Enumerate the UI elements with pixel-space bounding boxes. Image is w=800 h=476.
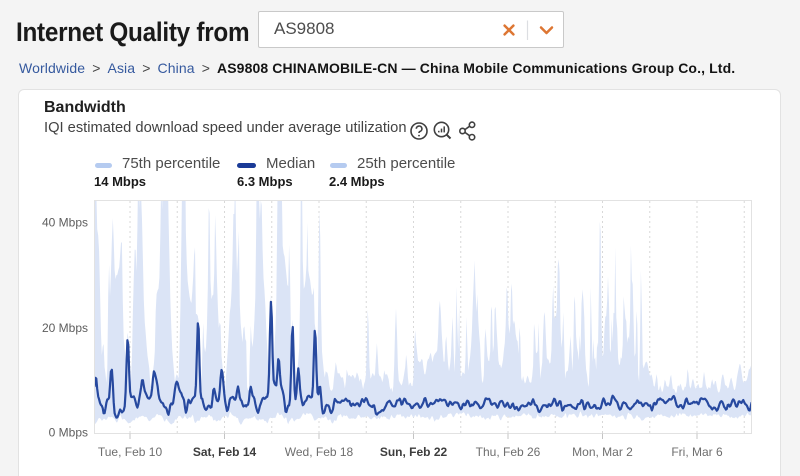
svg-text:40 Mbps: 40 Mbps: [42, 215, 88, 229]
svg-text:Fri, Mar 6: Fri, Mar 6: [671, 445, 723, 459]
svg-text:Mon, Mar 2: Mon, Mar 2: [572, 445, 633, 459]
svg-text:0 Mbps: 0 Mbps: [49, 425, 88, 439]
svg-text:20 Mbps: 20 Mbps: [42, 321, 88, 335]
svg-text:Thu, Feb 26: Thu, Feb 26: [476, 445, 541, 459]
svg-text:Sun, Feb 22: Sun, Feb 22: [380, 445, 448, 459]
svg-text:Wed, Feb 18: Wed, Feb 18: [285, 445, 354, 459]
svg-text:Sat, Feb 14: Sat, Feb 14: [193, 445, 257, 459]
svg-text:Tue, Feb 10: Tue, Feb 10: [98, 445, 163, 459]
